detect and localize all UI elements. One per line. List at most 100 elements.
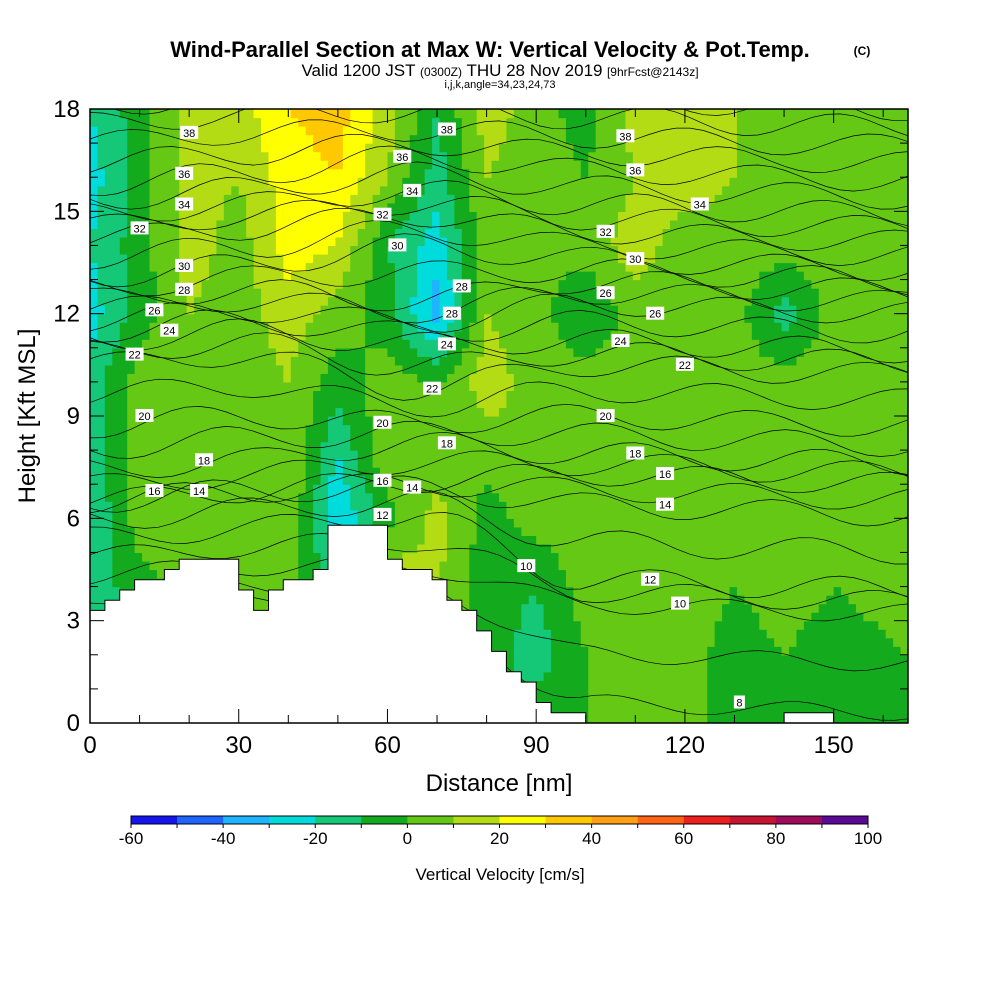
velocity-cell: [417, 467, 426, 477]
velocity-cell: [558, 526, 567, 536]
velocity-cell: [789, 663, 798, 673]
velocity-cell: [558, 390, 567, 400]
velocity-cell: [261, 526, 270, 536]
velocity-cell: [588, 612, 597, 622]
valid-prefix: Valid 1200 JST: [301, 61, 415, 80]
velocity-cell: [774, 654, 783, 664]
velocity-cell: [223, 518, 232, 528]
velocity-cell: [350, 492, 359, 502]
velocity-cell: [513, 552, 522, 562]
velocity-cell: [238, 569, 247, 579]
velocity-cell: [171, 424, 180, 434]
velocity-cell: [142, 552, 151, 562]
velocity-cell: [513, 390, 522, 400]
velocity-cell: [491, 424, 500, 434]
velocity-cell: [863, 526, 872, 536]
velocity-cell: [216, 543, 225, 554]
velocity-cell: [647, 450, 656, 460]
velocity-cell: [268, 390, 277, 400]
velocity-cell: [97, 458, 106, 468]
velocity-cell: [885, 373, 894, 383]
velocity-cell: [506, 543, 515, 554]
velocity-cell: [632, 407, 641, 417]
velocity-cell: [223, 467, 232, 477]
velocity-cell: [789, 433, 798, 443]
velocity-cell: [833, 612, 842, 622]
velocity-cell: [253, 552, 262, 562]
velocity-cell: [499, 620, 508, 630]
velocity-cell: [424, 543, 433, 554]
velocity-cell: [551, 424, 560, 434]
velocity-cell: [521, 612, 530, 622]
velocity-cell: [580, 373, 589, 383]
velocity-cell: [506, 526, 515, 536]
velocity-cell: [796, 569, 805, 579]
velocity-cell: [714, 595, 723, 605]
velocity-cell: [119, 569, 128, 579]
velocity-cell: [803, 569, 812, 579]
velocity-cell: [900, 697, 908, 707]
velocity-cell: [677, 416, 686, 426]
velocity-cell: [677, 688, 686, 699]
velocity-cell: [736, 509, 745, 519]
velocity-cell: [573, 680, 582, 690]
velocity-cell: [543, 347, 552, 357]
velocity-cell: [774, 509, 783, 519]
velocity-cell: [796, 501, 805, 511]
velocity-cell: [722, 441, 731, 451]
velocity-cell: [409, 381, 418, 392]
velocity-cell: [290, 398, 299, 409]
velocity-cell: [201, 509, 210, 519]
velocity-cell: [499, 518, 508, 528]
velocity-cell: [789, 629, 798, 639]
velocity-cell: [617, 569, 627, 579]
velocity-cell: [409, 373, 418, 383]
velocity-cell: [841, 705, 850, 716]
velocity-cell: [424, 373, 433, 383]
velocity-cell: [766, 381, 775, 392]
velocity-cell: [432, 535, 441, 545]
velocity-cell: [893, 347, 902, 357]
velocity-cell: [290, 339, 299, 349]
velocity-cell: [551, 569, 560, 579]
velocity-cell: [424, 364, 433, 374]
velocity-cell: [342, 330, 351, 340]
velocity-cell: [320, 356, 329, 366]
velocity-cell: [186, 347, 195, 357]
velocity-cell: [855, 441, 864, 451]
velocity-cell: [885, 501, 894, 511]
velocity-cell: [104, 595, 113, 605]
velocity-cell: [796, 416, 805, 426]
velocity-cell: [231, 364, 240, 374]
velocity-cell: [692, 390, 701, 400]
velocity-cell: [238, 501, 247, 511]
velocity-cell: [565, 398, 574, 409]
velocity-cell: [870, 364, 879, 374]
velocity-cell: [617, 364, 627, 374]
velocity-cell: [580, 560, 589, 571]
velocity-cell: [803, 407, 812, 417]
velocity-cell: [759, 441, 768, 451]
velocity-cell: [268, 381, 277, 392]
velocity-cell: [208, 381, 218, 392]
velocity-cell: [714, 475, 723, 485]
velocity-cell: [380, 424, 389, 434]
velocity-cell: [640, 458, 649, 468]
velocity-cell: [707, 398, 716, 409]
velocity-cell: [454, 578, 463, 588]
velocity-cell: [736, 398, 745, 409]
velocity-cell: [104, 356, 113, 366]
velocity-cell: [699, 458, 708, 468]
velocity-cell: [164, 450, 173, 460]
velocity-cell: [885, 595, 894, 605]
velocity-cell: [588, 518, 597, 528]
velocity-cell: [201, 398, 210, 409]
velocity-cell: [327, 381, 336, 392]
velocity-cell: [208, 424, 218, 434]
velocity-cell: [603, 535, 612, 545]
velocity-cell: [655, 612, 664, 622]
velocity-cell: [588, 680, 597, 690]
velocity-cell: [305, 330, 314, 340]
velocity-cell: [513, 373, 522, 383]
velocity-cell: [484, 373, 493, 383]
